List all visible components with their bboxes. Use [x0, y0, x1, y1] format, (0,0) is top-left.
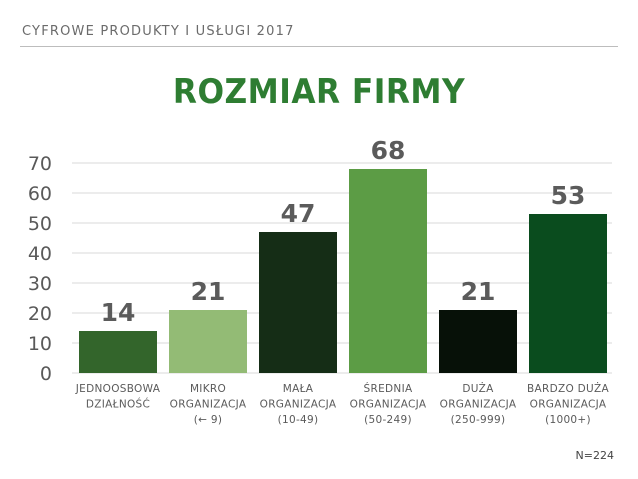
x-tick-label: (250-999) [451, 414, 506, 426]
y-tick-label: 30 [28, 273, 52, 295]
y-tick-label: 50 [28, 213, 52, 235]
data-label: 21 [461, 277, 496, 306]
sample-size-note: N=224 [575, 449, 614, 462]
x-tick-label: MIKRO [190, 383, 226, 395]
chart-title: ROZMIAR FIRMY [172, 72, 466, 112]
bar [259, 232, 337, 373]
x-tick-label: MAŁA [283, 383, 314, 395]
y-tick-label: 60 [28, 183, 52, 205]
x-tick-label: (1000+) [545, 414, 591, 426]
x-tick-label: ORGANIZACJA [260, 399, 337, 411]
x-tick-label: DZIAŁNOŚĆ [86, 398, 150, 411]
bar [349, 169, 427, 373]
x-tick-label: ORGANIZACJA [440, 399, 517, 411]
y-tick-label: 0 [40, 363, 52, 385]
data-label: 47 [281, 199, 316, 228]
y-tick-label: 20 [28, 303, 52, 325]
bar [439, 310, 517, 373]
data-label: 14 [101, 298, 136, 327]
bar [169, 310, 247, 373]
x-tick-label: JEDNOOSBOWA [75, 383, 161, 395]
data-label: 53 [551, 181, 586, 210]
y-tick-label: 70 [28, 153, 52, 175]
report-header: CYFROWE PRODUKTY I USŁUGI 2017 [22, 24, 295, 39]
x-tick-label: ORGANIZACJA [530, 399, 607, 411]
x-tick-label: ŚREDNIA [364, 382, 413, 395]
x-tick-label: (50-249) [364, 414, 412, 426]
bar [79, 331, 157, 373]
y-tick-label: 10 [28, 333, 52, 355]
header-divider [20, 46, 618, 47]
x-tick-label: ORGANIZACJA [350, 399, 427, 411]
x-tick-label: ORGANIZACJA [170, 399, 247, 411]
y-tick-label: 40 [28, 243, 52, 265]
x-tick-label: BARDZO DUŻA [527, 382, 610, 395]
data-label: 68 [371, 136, 406, 165]
x-tick-label: (10-49) [278, 414, 319, 426]
data-label: 21 [191, 277, 226, 306]
x-tick-label: DUŻA [462, 382, 494, 395]
bar [529, 214, 607, 373]
x-tick-label: (← 9) [194, 414, 223, 426]
